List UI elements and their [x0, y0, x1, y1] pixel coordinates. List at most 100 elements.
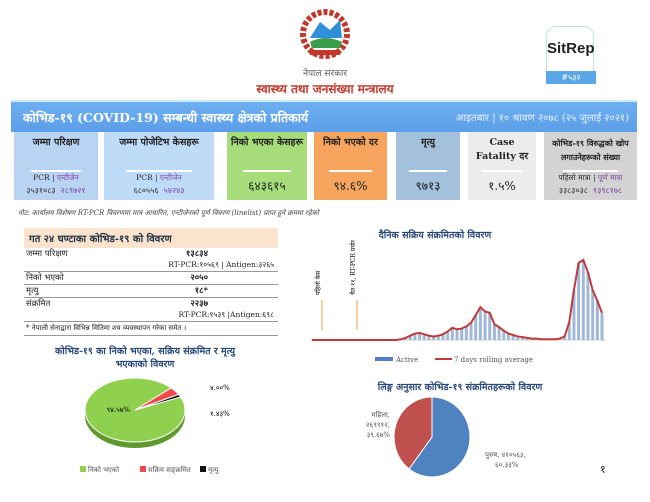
pie-data-label: ६०.३३% — [495, 461, 519, 469]
card-title: जम्मा परिक्षण — [32, 137, 80, 148]
table-row: जम्मा परिक्षण १३८३४ — [24, 248, 278, 260]
legend-label: निको भएको — [88, 465, 119, 474]
card-divider — [243, 170, 291, 172]
active-bar — [502, 330, 506, 340]
active-bar — [436, 335, 440, 340]
ministry-title: स्वास्थ्य तथा जनसंख्या मन्त्रालय — [256, 82, 394, 96]
card-title: निको भएका केसहरू — [231, 137, 303, 148]
active-bar — [478, 307, 482, 340]
summary-card: मृत्यु ९७१३ — [396, 132, 460, 200]
legend-label: सक्रिय सङ्क्रमित — [148, 465, 192, 474]
row-detail: RT-PCR:१०५६९ | Antigen:३२६५ — [24, 260, 278, 272]
active-bar — [404, 337, 408, 340]
active-bar — [427, 335, 431, 340]
card-title: मृत्यु — [421, 137, 435, 148]
row-detail: RT-PCR:१५३९ |Antigen:६९८ — [24, 310, 278, 322]
pie-data-label: ३९.६७% — [367, 431, 391, 439]
sitrep-number: #५३२ — [546, 71, 596, 84]
card-divider — [328, 170, 373, 172]
card-value-right: २८९७२१ — [60, 186, 86, 195]
card-value-left: ३३८३०३८ — [558, 186, 588, 195]
card-value-right: ५४२४३ — [163, 186, 185, 195]
legend-active-label: Active — [395, 356, 418, 364]
title-banner: कोभिड-१९ (COVID-19) सम्बन्धी स्वास्थ्य क… — [11, 100, 637, 132]
active-bar — [525, 337, 529, 340]
row-label: मृत्यु — [26, 286, 39, 296]
active-bar — [600, 312, 604, 340]
card-sub-left: PCR — [33, 173, 50, 182]
nepal-emblem-logo — [300, 9, 350, 59]
gender-slice — [393, 396, 433, 470]
pie-data-label: १.४३% — [210, 410, 230, 418]
active-bar — [492, 324, 496, 340]
gender-slice — [408, 396, 471, 478]
rolling-average-line — [312, 258, 603, 341]
card-value: १.५% — [488, 179, 516, 193]
card-value-left: ३५३१०८३ — [26, 186, 56, 195]
row-value: १८* — [194, 286, 208, 296]
card-title: Case Fatality दर — [475, 137, 529, 162]
annotation-label: पहिलो केस — [314, 270, 322, 295]
active-bar — [563, 336, 567, 340]
summary-card: निको भएका केसहरू ६४३६१५ — [227, 132, 307, 200]
gender-pie-chart: पुरुष, ४१०५६३, ६०.३३% महिला, २६९९१२, ३९.६७% — [366, 396, 526, 478]
active-bar — [497, 327, 501, 340]
last-24-hours-table: गत २४ घण्टाका कोभिड-१९ को विवरण जम्मा पर… — [24, 228, 278, 336]
card-title: जम्मा पोजेटिभ केसहरू — [119, 137, 199, 148]
note-text: नोट: कार्यालय विशेषण RT-PCR विवरणमा मात्… — [18, 209, 319, 217]
active-bar — [450, 327, 454, 340]
active-bar — [483, 311, 487, 340]
row-value: १३८३४ — [185, 249, 208, 259]
card-sub-right: एन्टीजेन — [56, 173, 79, 182]
summary-card: जम्मा परिक्षण PCR | एन्टीजेन ३५३१०८३ २८९७२… — [14, 132, 98, 200]
card-sub-right: पूर्ण मात्रा — [597, 173, 623, 182]
summary-card: Case Fatality दर १.५% — [468, 132, 536, 200]
legend-average-label: 7 days rolling average — [454, 356, 533, 364]
card-value-left: ६८०५५६ — [133, 186, 159, 195]
legend-swatch — [80, 466, 86, 472]
gender-pie-title: लिङ्ग अनुसार कोभिड-१९ संक्रमितहरूको विवर… — [377, 382, 543, 393]
active-bar — [408, 335, 412, 340]
active-bar — [516, 336, 520, 340]
outcome-slice — [134, 393, 182, 411]
active-bar — [520, 337, 524, 340]
active-bar — [460, 328, 464, 340]
active-bar — [577, 262, 581, 340]
row-label: निको भएको — [26, 273, 64, 283]
pie-data-label: पुरुष, ४१०५६३, — [485, 451, 526, 459]
active-bar — [567, 322, 571, 340]
table-row: निको भएको २०५० — [24, 272, 278, 285]
table-title: गत २४ घण्टाका कोभिड-१९ को विवरण — [24, 228, 278, 248]
pie-data-label: ९४.५७% — [107, 406, 131, 414]
report-title: कोभिड-१९ (COVID-19) सम्बन्धी स्वास्थ्य क… — [23, 110, 309, 125]
active-bar — [446, 331, 450, 340]
active-bar — [511, 335, 515, 340]
active-bar — [572, 290, 576, 340]
table-footnote: * नेपाली सेनाद्वारा विभिन्न मितिमा शव व्… — [24, 322, 278, 336]
card-divider — [481, 170, 523, 172]
card-title: निको भएको दर — [323, 137, 378, 148]
active-bar — [422, 334, 426, 340]
pie-data-label: महिला, — [371, 410, 390, 419]
active-bar — [441, 334, 445, 340]
row-label: जम्मा परिक्षण — [26, 249, 68, 259]
active-bar — [586, 272, 590, 340]
line-chart-title: दैनिक सक्रिय संक्रमितको विवरण — [378, 230, 492, 241]
pie-data-label: २६९९१२, — [366, 421, 390, 429]
active-bar — [413, 333, 417, 340]
page-number: १ — [600, 463, 606, 476]
row-value: २०५० — [190, 273, 208, 283]
card-sub-left: PCR — [136, 173, 153, 182]
table-row: संक्रमित २२३७ — [24, 298, 278, 310]
card-sub-right: एन्टीजेन — [159, 173, 182, 182]
active-bar — [591, 290, 595, 340]
card-title: कोभिड-१९ विरुद्धको खोप लगाउनेहरूको संख्य… — [552, 138, 629, 162]
card-divider — [562, 170, 619, 172]
legend-label: मृत्यु — [208, 466, 219, 474]
active-bar — [474, 315, 478, 340]
active-bar — [455, 329, 459, 340]
active-bar — [432, 336, 436, 340]
summary-card: जम्मा पोजेटिभ केसहरू PCR | एन्टीजेन ६८०५५६… — [104, 132, 214, 200]
pie-data-label: ४.००% — [210, 384, 230, 392]
card-value: ६४३६१५ — [248, 179, 286, 193]
